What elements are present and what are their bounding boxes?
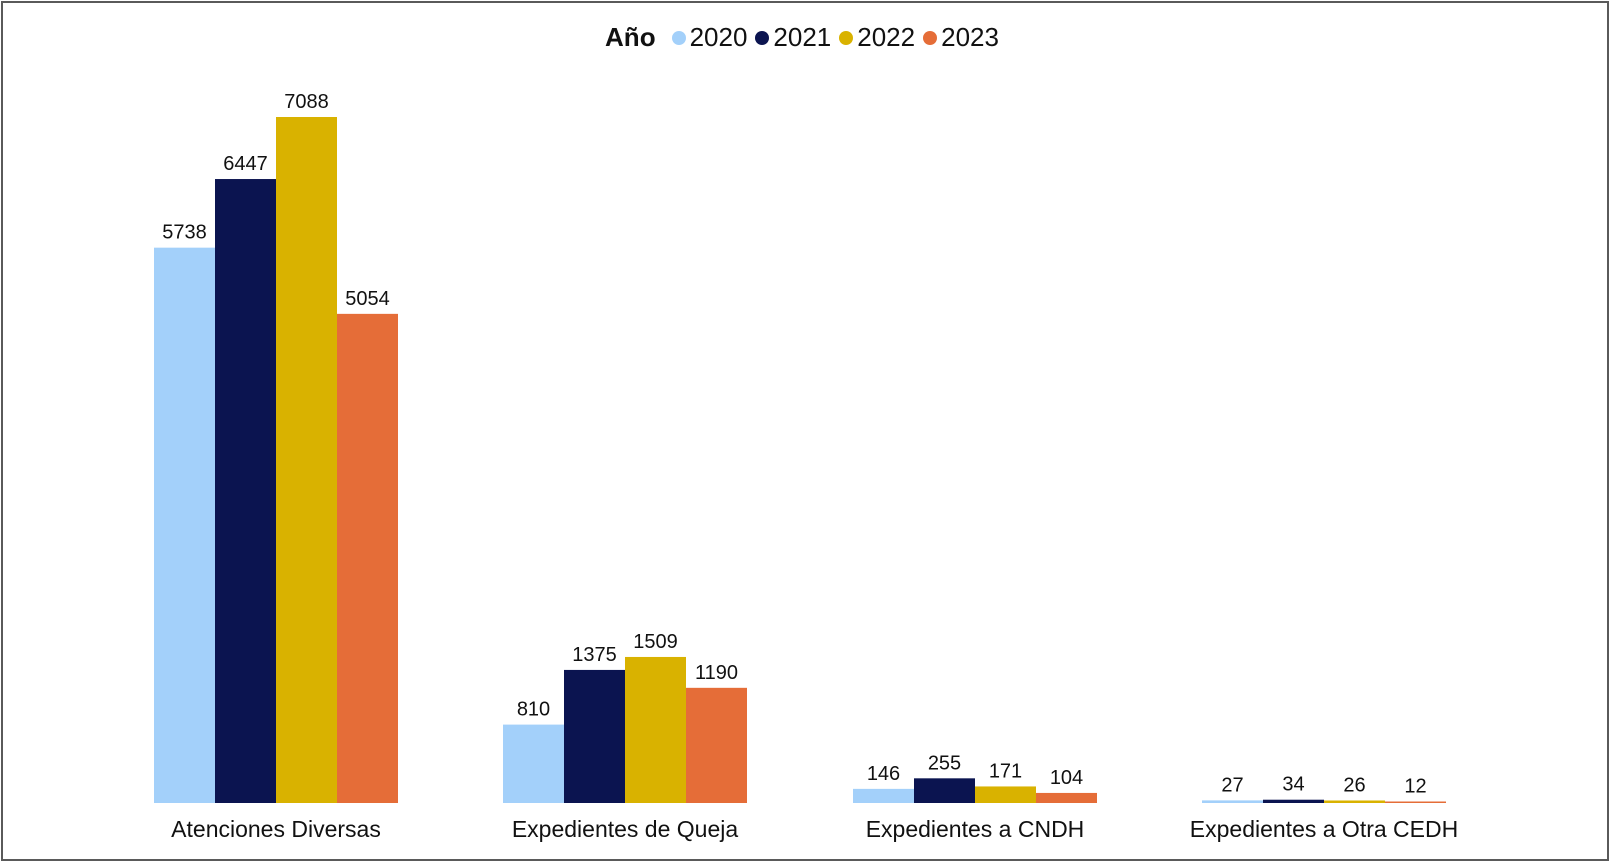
bar-2021-1 bbox=[564, 669, 625, 803]
data-label-2023-2: 104 bbox=[1050, 767, 1083, 789]
bar-2020-3 bbox=[1202, 800, 1263, 803]
data-label-2023-1: 1190 bbox=[695, 662, 738, 684]
data-label-2020-1: 810 bbox=[517, 699, 550, 721]
bar-2021-0 bbox=[215, 179, 276, 803]
bar-2023-3 bbox=[1385, 801, 1446, 803]
legend-label-2022: 2022 bbox=[857, 22, 916, 52]
data-label-2022-0: 7088 bbox=[284, 91, 329, 113]
data-label-2023-0: 5054 bbox=[345, 288, 390, 310]
data-label-2021-1: 1375 bbox=[572, 644, 617, 666]
bar-2023-0 bbox=[337, 313, 398, 803]
legend-label-2020: 2020 bbox=[689, 22, 748, 52]
legend-swatch-2022 bbox=[839, 30, 854, 45]
data-label-2022-1: 1509 bbox=[633, 631, 678, 653]
bar-2020-0 bbox=[154, 247, 215, 803]
bar-2021-3 bbox=[1263, 799, 1324, 803]
legend-swatch-2020 bbox=[671, 30, 686, 45]
bar-2021-2 bbox=[914, 778, 975, 803]
data-label-2020-0: 5738 bbox=[162, 222, 207, 244]
data-label-2021-3: 34 bbox=[1282, 774, 1304, 796]
legend-title: Año bbox=[605, 22, 656, 52]
legend-item-2020: 2020 bbox=[671, 22, 748, 53]
legend-label-2023: 2023 bbox=[941, 22, 999, 52]
data-label-2021-0: 6447 bbox=[223, 153, 268, 175]
bar-2023-2 bbox=[1036, 792, 1097, 803]
legend-item-2023: 2023 bbox=[923, 22, 999, 53]
bar-2022-1 bbox=[625, 656, 686, 803]
chart-legend: Año 2020 2021 2022 2023 bbox=[0, 22, 1612, 53]
category-label-0: Atenciones Diversas bbox=[171, 816, 381, 842]
bar-2023-1 bbox=[686, 687, 747, 803]
legend-item-2021: 2021 bbox=[755, 22, 831, 53]
data-label-2022-2: 171 bbox=[989, 760, 1022, 782]
legend-swatch-2021 bbox=[755, 30, 770, 45]
data-label-2022-3: 26 bbox=[1343, 774, 1365, 796]
data-label-2021-2: 255 bbox=[928, 752, 961, 774]
bar-2020-2 bbox=[853, 788, 914, 803]
bar-2022-0 bbox=[276, 117, 337, 803]
legend-label-2021: 2021 bbox=[773, 22, 832, 52]
category-label-1: Expedientes de Queja bbox=[512, 816, 739, 842]
category-label-3: Expedientes a Otra CEDH bbox=[1190, 816, 1458, 842]
legend-item-2022: 2022 bbox=[839, 22, 915, 53]
data-label-2023-3: 12 bbox=[1404, 776, 1426, 798]
legend-swatch-2023 bbox=[923, 30, 938, 45]
bar-2022-3 bbox=[1324, 800, 1385, 803]
bar-2022-2 bbox=[975, 786, 1036, 803]
bar-2020-1 bbox=[503, 724, 564, 803]
category-label-2: Expedientes a CNDH bbox=[866, 816, 1085, 842]
data-label-2020-3: 27 bbox=[1221, 774, 1243, 796]
data-label-2020-2: 146 bbox=[867, 763, 900, 785]
